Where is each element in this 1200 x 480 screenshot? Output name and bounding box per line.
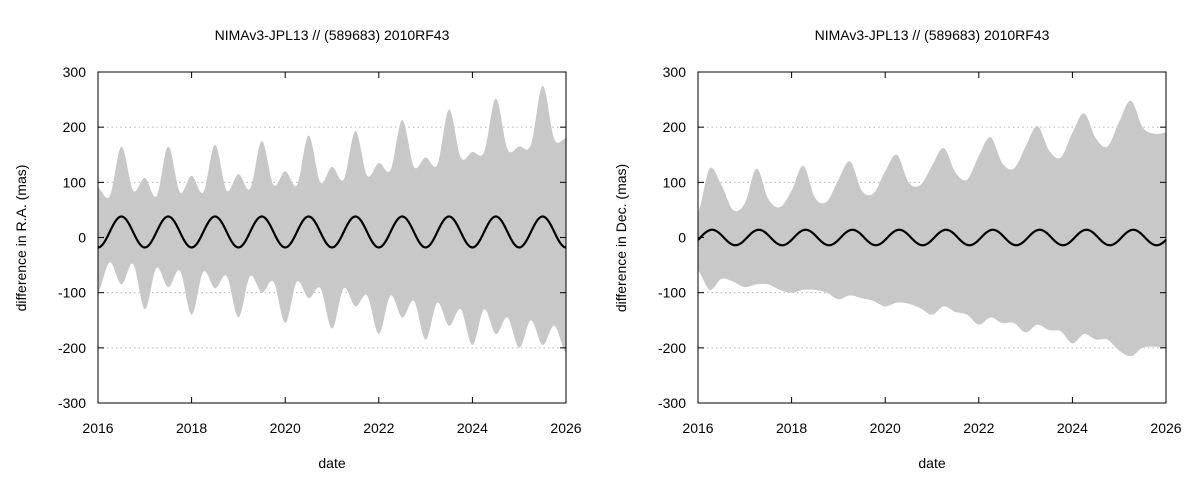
- x-tick-label: 2016: [82, 420, 113, 436]
- x-tick-label: 2018: [776, 420, 807, 436]
- y-tick-label: 200: [63, 119, 87, 135]
- chart-ra: NIMAv3-JPL13 // (589683) 2010RF43 300 200…: [13, 27, 582, 471]
- x-tick-label: 2026: [550, 420, 581, 436]
- difference-curve-dec: [697, 228, 1167, 247]
- x-tick-label: 2024: [1057, 420, 1088, 436]
- x-tick-label: 2016: [682, 420, 713, 436]
- x-tick-label: 2024: [457, 420, 488, 436]
- y-tick-label: -100: [658, 285, 686, 301]
- x-tick-label: 2022: [363, 420, 394, 436]
- y-tick-label: 200: [663, 119, 687, 135]
- y-tick-label: 0: [678, 230, 686, 246]
- y-tick-label: 100: [63, 174, 87, 190]
- y-axis-label-dec: difference in Dec. (mas): [613, 164, 629, 312]
- x-tick-label: 2020: [870, 420, 901, 436]
- chart-title-dec: NIMAv3-JPL13 // (589683) 2010RF43: [815, 27, 1050, 43]
- uncertainty-band-ra: [98, 85, 566, 354]
- x-tick-label: 2026: [1150, 420, 1181, 436]
- y-tick-label: 300: [663, 64, 687, 80]
- chart-title-ra: NIMAv3-JPL13 // (589683) 2010RF43: [215, 27, 450, 43]
- y-tick-label: 100: [663, 174, 687, 190]
- y-axis-label-ra: difference in R.A. (mas): [13, 165, 29, 312]
- x-tick-label: 2022: [963, 420, 994, 436]
- y-tick-label: -200: [58, 340, 86, 356]
- y-tick-label: 0: [78, 230, 86, 246]
- x-axis-label-dec: date: [918, 455, 945, 471]
- x-axis-label-ra: date: [318, 455, 345, 471]
- x-tick-label: 2018: [176, 420, 207, 436]
- difference-curve-ra: [97, 215, 567, 249]
- x-tick-label: 2020: [270, 420, 301, 436]
- ticks-ra: 300 200 100 0 -100 -200 -300 2016 2018 2020 2022 20…: [58, 64, 582, 436]
- chart-dec: NIMAv3-JPL13 // (589683) 2010RF43 300 200…: [613, 27, 1182, 471]
- y-tick-label: -300: [58, 395, 86, 411]
- y-tick-label: -200: [658, 340, 686, 356]
- uncertainty-band-dec: [698, 100, 1166, 357]
- y-tick-label: -100: [58, 285, 86, 301]
- y-tick-label: -300: [658, 395, 686, 411]
- y-tick-label: 300: [63, 64, 87, 80]
- ticks-dec: 300 200 100 0 -100 -200 -300 2016 2018 2020 2022 20…: [658, 64, 1182, 436]
